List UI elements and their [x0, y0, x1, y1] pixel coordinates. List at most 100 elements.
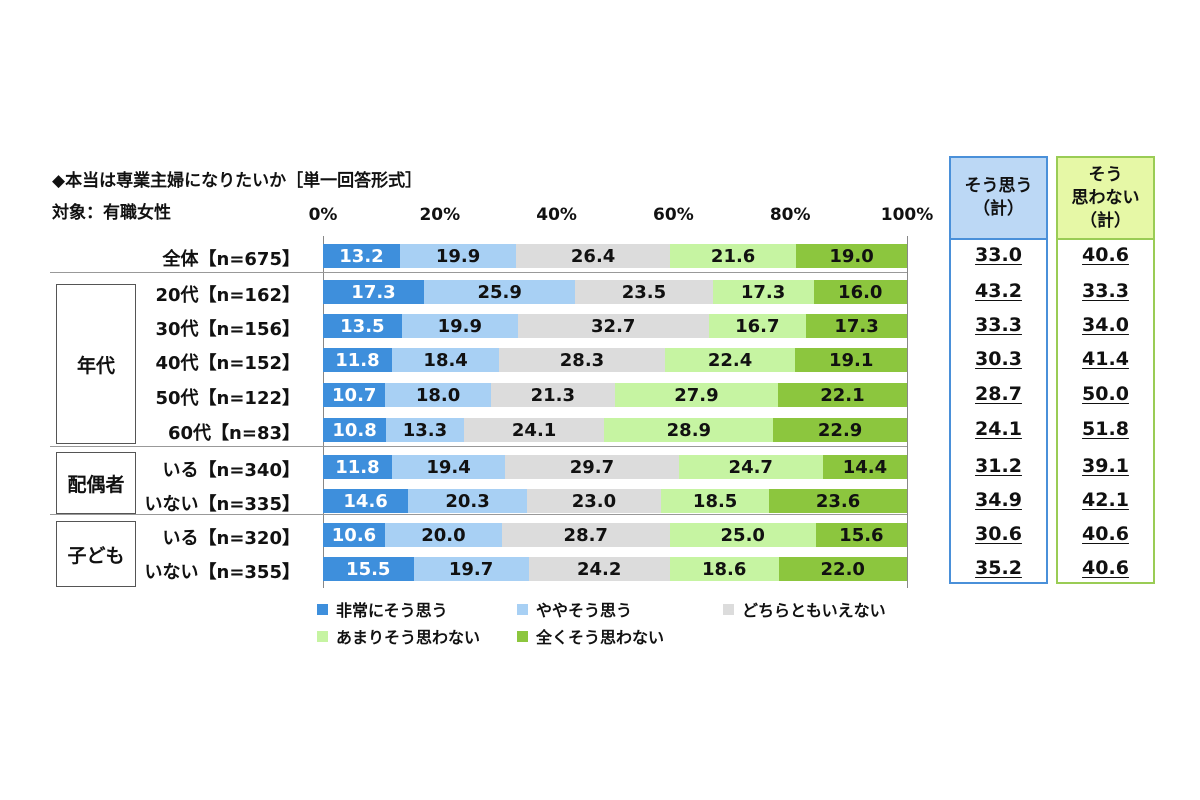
- chart-subtitle: 対象：有職女性: [52, 203, 171, 223]
- data-label: 13.2: [339, 245, 384, 267]
- data-label: 24.2: [577, 558, 622, 580]
- legend-label: あまりそう思わない: [336, 628, 481, 647]
- bar-segment: 11.8: [323, 455, 392, 479]
- bar-segment: 18.5: [661, 489, 770, 513]
- bar-segment: 20.0: [384, 523, 502, 547]
- bar-segment: 13.2: [323, 244, 400, 268]
- data-label: 23.5: [621, 281, 667, 303]
- bar-segment: 28.7: [501, 523, 670, 547]
- agree-total: 24.1: [975, 418, 1022, 440]
- agree-total: 28.7: [975, 383, 1022, 405]
- data-label: 20.3: [445, 490, 490, 512]
- bar-segment: 24.2: [528, 557, 670, 581]
- row-label: いる【n=320】: [162, 528, 300, 549]
- data-label: 15.5: [346, 558, 391, 580]
- legend-item: 全くそう思わない: [517, 624, 664, 648]
- bar-segment: 28.9: [604, 418, 774, 442]
- data-label: 22.4: [707, 349, 753, 371]
- bar-segment: 19.9: [400, 244, 517, 268]
- x-tick-label: 20%: [419, 205, 461, 225]
- data-label: 10.6: [331, 524, 377, 546]
- data-label: 20.0: [421, 524, 466, 546]
- bar-segment: 22.9: [773, 418, 907, 442]
- data-label: 24.1: [511, 419, 557, 441]
- bar-segment: 15.6: [815, 523, 907, 547]
- x-tick-label: 0%: [308, 205, 338, 225]
- data-label: 28.9: [666, 419, 712, 441]
- bar-segment: 29.7: [505, 455, 679, 479]
- x-tick-label: 60%: [653, 205, 694, 225]
- bar-segment: 32.7: [517, 314, 709, 338]
- data-label: 28.3: [559, 349, 605, 371]
- data-label: 21.6: [710, 245, 756, 267]
- bar-segment: 19.9: [401, 314, 518, 338]
- summary-header-line: （計）: [973, 199, 1024, 219]
- disagree-total: 40.6: [1082, 557, 1129, 579]
- bar-segment: 25.9: [424, 280, 576, 304]
- data-label: 10.8: [332, 419, 377, 441]
- summary-header-line: 思わない: [1071, 187, 1140, 208]
- data-label: 11.8: [335, 349, 380, 371]
- bar-segment: 10.6: [323, 523, 385, 547]
- disagree-total: 39.1: [1082, 455, 1129, 477]
- group-separator: [50, 272, 907, 273]
- agree-total: 31.2: [975, 455, 1022, 477]
- bar-segment: 19.0: [796, 244, 907, 268]
- bar-segment: 14.4: [822, 455, 907, 479]
- row-label: 30代【n=156】: [155, 319, 300, 340]
- group-separator: [50, 514, 907, 515]
- bar-segment: 19.4: [391, 455, 506, 479]
- bar-segment: 18.4: [391, 348, 500, 372]
- row-label: いない【n=355】: [144, 562, 300, 583]
- legend-item: あまりそう思わない: [317, 624, 480, 648]
- row-label: 50代【n=122】: [155, 388, 300, 409]
- data-label: 22.0: [820, 558, 865, 580]
- data-label: 19.1: [829, 349, 874, 371]
- bar-segment: 21.3: [490, 383, 615, 407]
- agree-total: 43.2: [975, 280, 1022, 302]
- legend-swatch: [723, 603, 734, 615]
- agree-total: 33.3: [975, 314, 1022, 336]
- legend-label: どちらともいえない: [742, 601, 886, 620]
- bar-segment: 17.3: [806, 314, 907, 338]
- data-label: 14.6: [343, 490, 388, 512]
- data-label: 25.0: [720, 524, 765, 546]
- data-label: 10.7: [332, 384, 377, 406]
- data-label: 14.4: [842, 456, 888, 478]
- bar-segment: 17.3: [323, 280, 425, 304]
- bar-segment: 14.6: [323, 489, 409, 513]
- data-label: 11.8: [335, 456, 380, 478]
- data-label: 19.0: [829, 245, 874, 267]
- x-tick-label: 100%: [880, 205, 934, 225]
- legend-swatch: [517, 630, 528, 642]
- bar-segment: 24.1: [463, 418, 605, 442]
- data-label: 13.5: [340, 315, 385, 337]
- data-label: 13.3: [402, 419, 448, 441]
- data-label: 15.6: [839, 524, 884, 546]
- row-label: 60代【n=83】: [168, 423, 300, 444]
- legend-item: ややそう思う: [517, 597, 632, 621]
- data-label: 22.9: [817, 419, 863, 441]
- summary-header-line: そう: [1088, 164, 1123, 185]
- disagree-total: 50.0: [1082, 383, 1129, 405]
- row-label: 40代【n=152】: [155, 353, 300, 374]
- summary-header-line: そう思う: [964, 176, 1033, 196]
- data-label: 23.0: [571, 490, 617, 512]
- data-label: 16.7: [735, 315, 780, 337]
- data-label: 19.7: [448, 558, 494, 580]
- bar-segment: 16.7: [708, 314, 807, 338]
- legend-item: 非常にそう思う: [317, 597, 448, 621]
- disagree-total: 34.0: [1082, 314, 1129, 336]
- disagree-total: 40.6: [1082, 244, 1129, 266]
- plot-right-border: [907, 236, 908, 588]
- row-label: 全体【n=675】: [162, 249, 300, 270]
- bar-segment: 23.0: [526, 489, 662, 513]
- x-tick-label: 40%: [536, 205, 577, 225]
- bar-segment: 24.7: [678, 455, 823, 479]
- bar-segment: 13.5: [323, 314, 402, 338]
- bar-segment: 13.3: [386, 418, 464, 442]
- bar-segment: 18.0: [385, 383, 491, 407]
- data-label: 26.4: [570, 245, 616, 267]
- bar-segment: 28.3: [499, 348, 665, 372]
- legend-swatch: [517, 603, 528, 615]
